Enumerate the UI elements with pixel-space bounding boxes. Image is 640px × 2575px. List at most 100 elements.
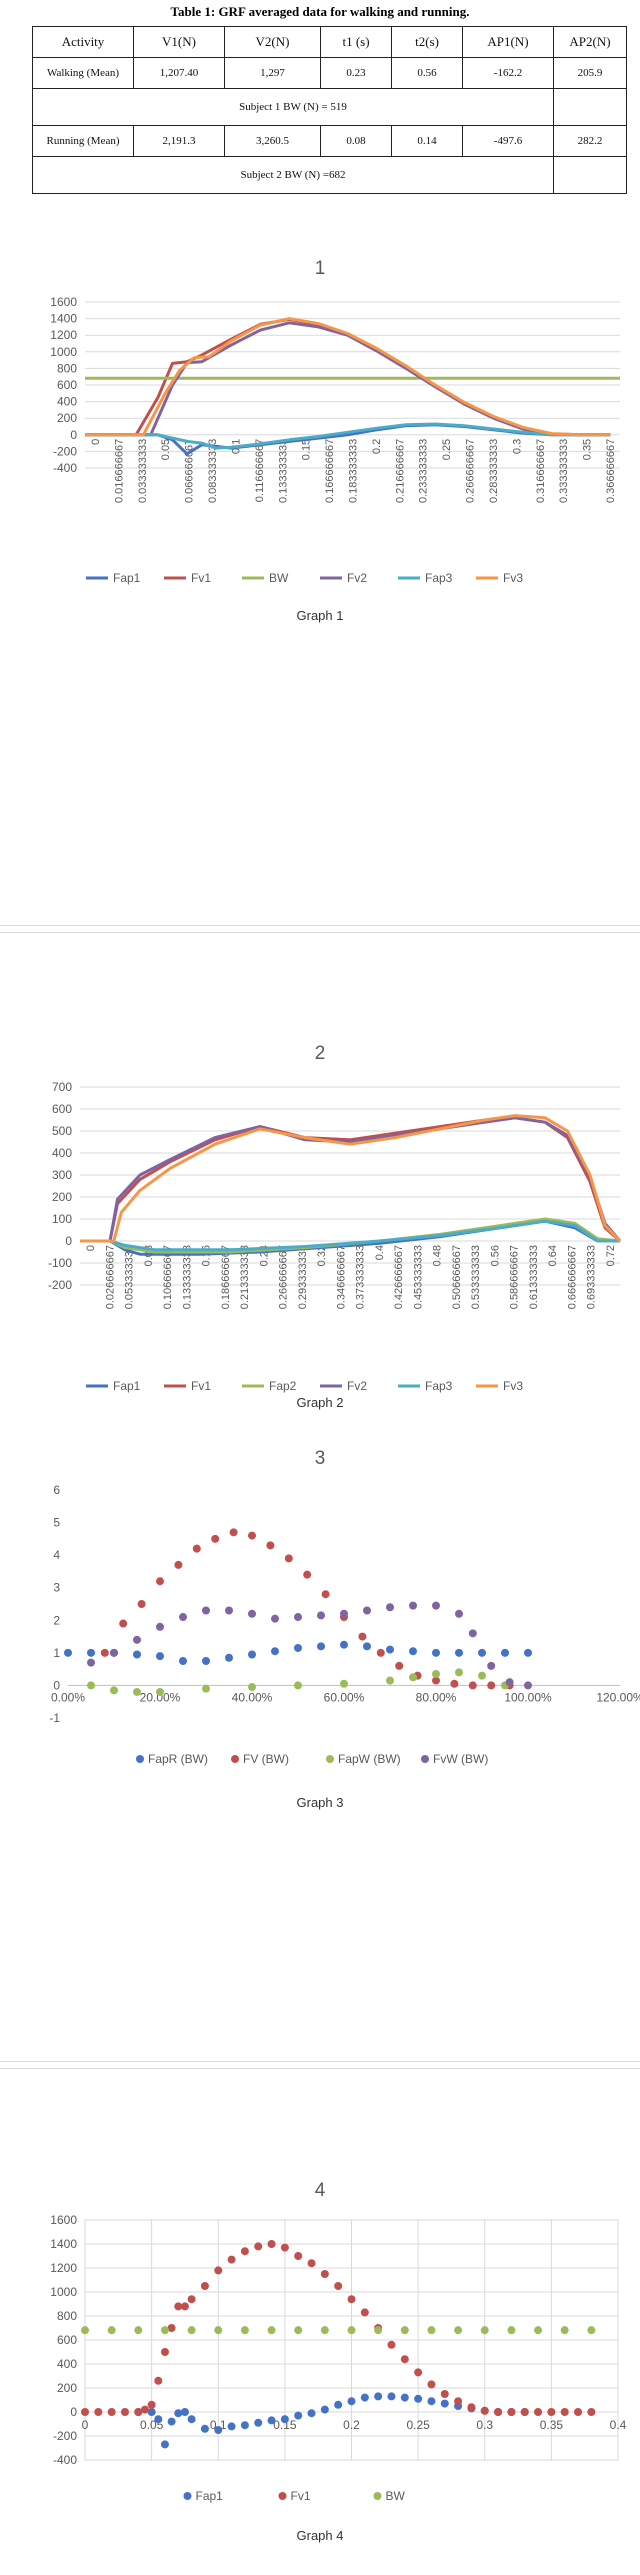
data-point bbox=[179, 1657, 187, 1665]
series-line-fv3 bbox=[80, 1114, 622, 1243]
x-tick-label: 0.053333333 bbox=[124, 1245, 136, 1309]
legend-label: Fap2 bbox=[269, 1379, 297, 1393]
legend-item: BW bbox=[373, 2489, 406, 2503]
chart-title: 2 bbox=[314, 1043, 326, 1064]
data-point bbox=[134, 2408, 143, 2416]
y-tick-label: 3 bbox=[53, 1581, 60, 1595]
x-tick-label: 0.586666667 bbox=[509, 1245, 521, 1309]
y-tick-label: 500 bbox=[52, 1124, 72, 1138]
data-point bbox=[133, 1635, 141, 1644]
x-tick-label: 0.4 bbox=[374, 1245, 386, 1260]
legend-item: Fap3 bbox=[398, 1379, 453, 1393]
data-point bbox=[307, 2409, 316, 2418]
page-divider bbox=[0, 932, 640, 933]
table-header-row: Activity V1(N) V2(N) t1 (s) t2(s) AP1(N)… bbox=[32, 26, 627, 58]
data-point bbox=[395, 1661, 404, 1670]
data-point bbox=[81, 2408, 89, 2416]
data-point bbox=[427, 2380, 436, 2389]
data-point bbox=[303, 1570, 312, 1579]
data-point bbox=[211, 1534, 220, 1543]
data-point bbox=[307, 2259, 316, 2268]
chart-2: 700 600 500 400 300 200 100 0 -100 -200 0 0.0266666… bbox=[48, 1080, 622, 1393]
data-point bbox=[294, 1681, 302, 1690]
data-point bbox=[156, 1622, 164, 1631]
data-point bbox=[507, 2326, 516, 2335]
data-point bbox=[214, 2426, 223, 2434]
graph-caption: Graph 3 bbox=[296, 1795, 344, 1810]
data-point bbox=[156, 1687, 164, 1696]
data-point bbox=[320, 2270, 329, 2278]
legend-item: Fap3 bbox=[398, 571, 453, 585]
cell: Running (Mean) bbox=[32, 125, 134, 157]
data-point bbox=[133, 1687, 141, 1696]
data-point bbox=[294, 2252, 303, 2260]
data-point bbox=[340, 1640, 348, 1649]
data-point bbox=[505, 1678, 514, 1687]
x-tick-label: 0.64 bbox=[547, 1245, 559, 1266]
legend-item: Fap2 bbox=[242, 1379, 297, 1393]
data-point bbox=[294, 1613, 302, 1622]
data-point bbox=[87, 1658, 95, 1667]
legend-item: Fap1 bbox=[183, 2489, 224, 2503]
y-tick-label: 0 bbox=[70, 428, 77, 442]
x-tick-label: 120.00% bbox=[596, 1690, 640, 1704]
data-point bbox=[374, 2326, 383, 2335]
y-tick-label: 1 bbox=[53, 1646, 60, 1660]
data-point bbox=[501, 1648, 509, 1657]
data-point bbox=[225, 1606, 233, 1615]
data-point bbox=[214, 2266, 223, 2275]
data-point bbox=[440, 2399, 449, 2408]
x-tick-label: 0.72 bbox=[605, 1245, 617, 1266]
data-point bbox=[427, 2326, 436, 2335]
data-point bbox=[202, 1657, 210, 1665]
header-ap2: AP2(N) bbox=[553, 26, 627, 58]
x-tick-label: 0.166666667 bbox=[324, 439, 336, 503]
cell: Walking (Mean) bbox=[32, 57, 134, 89]
x-tick-label: 0.453333333 bbox=[412, 1245, 424, 1309]
data-point bbox=[81, 2326, 89, 2335]
data-point bbox=[363, 1606, 371, 1615]
legend-label: FV (BW) bbox=[243, 1752, 289, 1766]
header-v2: V2(N) bbox=[224, 26, 321, 58]
chart-title: 4 bbox=[314, 2180, 326, 2201]
data-point bbox=[454, 2326, 463, 2335]
x-tick-label: 0.213333333 bbox=[239, 1245, 251, 1309]
x-tick-label: 100.00% bbox=[504, 1690, 552, 1704]
x-tick-label: 0.133333333 bbox=[181, 1245, 193, 1309]
legend-item: Fap1 bbox=[86, 1379, 141, 1393]
x-tick-label: 0.533333333 bbox=[470, 1245, 482, 1309]
y-tick-label: 400 bbox=[57, 395, 77, 409]
data-point bbox=[560, 2408, 569, 2416]
data-point bbox=[225, 1653, 233, 1662]
x-tick-label: 0.183333333 bbox=[348, 439, 360, 503]
data-point bbox=[280, 2415, 289, 2424]
data-point bbox=[110, 1648, 118, 1657]
x-tick-label: 0.026666667 bbox=[104, 1245, 116, 1309]
page-divider bbox=[0, 2068, 640, 2069]
x-tick-label: 0.3 bbox=[476, 2418, 493, 2432]
data-point bbox=[409, 1601, 417, 1610]
data-point bbox=[284, 1554, 293, 1563]
data-point bbox=[320, 2405, 329, 2414]
table-row: Subject 1 BW (N) = 519 bbox=[32, 88, 627, 126]
data-point bbox=[409, 1647, 417, 1656]
legend-label: Fv3 bbox=[503, 571, 523, 585]
data-point bbox=[156, 1652, 164, 1661]
x-tick-label: 0.25 bbox=[406, 2418, 430, 2432]
data-point bbox=[119, 1619, 128, 1628]
x-tick-label: 0 bbox=[85, 1245, 97, 1251]
y-tick-label: 1200 bbox=[50, 2261, 77, 2275]
y-tick-label: 0 bbox=[70, 2405, 77, 2419]
header-v1: V1(N) bbox=[133, 26, 225, 58]
legend-label: BW bbox=[386, 2489, 406, 2503]
legend-label: Fap1 bbox=[196, 2489, 224, 2503]
bw-note: Subject 2 BW (N) =682 bbox=[32, 156, 554, 194]
data-point bbox=[360, 2393, 369, 2402]
data-point bbox=[386, 1603, 394, 1612]
data-point bbox=[363, 1642, 371, 1651]
data-point bbox=[409, 1673, 417, 1682]
legend-label: Fv1 bbox=[191, 571, 211, 585]
data-point bbox=[317, 1611, 325, 1620]
data-point bbox=[192, 1544, 201, 1553]
data-point bbox=[160, 2326, 169, 2335]
